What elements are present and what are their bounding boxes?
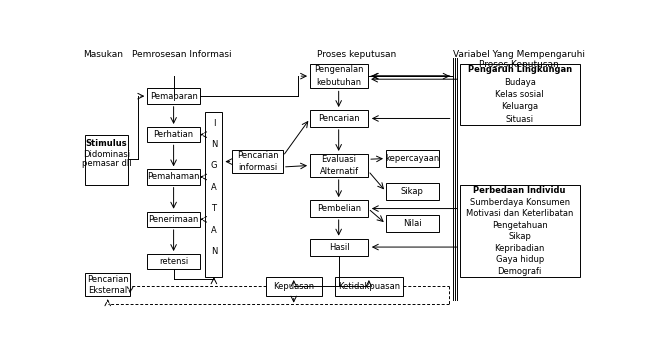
- Bar: [147, 88, 200, 104]
- Text: Pembelian: Pembelian: [317, 204, 361, 213]
- Text: Masukan: Masukan: [83, 50, 123, 59]
- Text: kepercayaan: kepercayaan: [385, 154, 439, 163]
- Bar: [386, 150, 439, 167]
- Text: Sikap: Sikap: [508, 232, 531, 241]
- Bar: [232, 150, 283, 173]
- Text: Hasil: Hasil: [329, 243, 350, 252]
- Text: Situasi: Situasi: [506, 115, 534, 124]
- Text: Pencarian: Pencarian: [318, 114, 360, 123]
- Text: Budaya: Budaya: [504, 78, 536, 87]
- Text: Motivasi dan Keterlibatan: Motivasi dan Keterlibatan: [466, 209, 574, 218]
- Text: A: A: [211, 226, 217, 235]
- Text: Pemahaman: Pemahaman: [147, 172, 200, 182]
- Bar: [85, 273, 130, 296]
- Text: Proses keputusan: Proses keputusan: [317, 50, 396, 59]
- Text: Eksternal: Eksternal: [88, 286, 128, 295]
- Text: Pemaparan: Pemaparan: [150, 92, 197, 101]
- Text: Pencarian: Pencarian: [237, 151, 279, 160]
- Text: Gaya hidup: Gaya hidup: [495, 255, 544, 264]
- Text: A: A: [211, 183, 217, 192]
- Text: N: N: [211, 140, 217, 149]
- Text: Sikap: Sikap: [401, 187, 424, 196]
- Bar: [85, 135, 128, 185]
- Text: kebutuhan: kebutuhan: [316, 78, 361, 87]
- Text: T: T: [212, 205, 216, 213]
- Bar: [266, 277, 322, 296]
- Bar: [386, 183, 439, 200]
- Text: I: I: [213, 119, 215, 127]
- Text: Pengaruh Lingkungan: Pengaruh Lingkungan: [467, 65, 572, 75]
- Bar: [460, 64, 579, 125]
- Text: Sumberdaya Konsumen: Sumberdaya Konsumen: [469, 197, 570, 207]
- Text: informasi: informasi: [238, 163, 277, 172]
- Bar: [205, 112, 223, 277]
- Bar: [147, 169, 200, 185]
- Bar: [147, 212, 200, 227]
- Text: Ketidakpuasan: Ketidakpuasan: [338, 282, 400, 291]
- Text: Keluarga: Keluarga: [501, 102, 538, 112]
- Text: Alternatif: Alternatif: [320, 167, 359, 176]
- Text: Stimulus: Stimulus: [86, 139, 128, 149]
- Bar: [335, 277, 403, 296]
- Text: Perbedaan Individu: Perbedaan Individu: [473, 186, 566, 195]
- Text: Pengetahuan: Pengetahuan: [492, 221, 547, 230]
- Bar: [310, 110, 368, 127]
- Text: Nilai: Nilai: [403, 219, 422, 228]
- Bar: [460, 185, 579, 277]
- Text: Perhatian: Perhatian: [154, 130, 193, 139]
- Bar: [310, 200, 368, 217]
- Text: Kepuasan: Kepuasan: [273, 282, 314, 291]
- Text: Demografi: Demografi: [497, 267, 542, 276]
- Bar: [386, 215, 439, 232]
- Text: Pemrosesan Informasi: Pemrosesan Informasi: [132, 50, 232, 59]
- Text: Pencarian: Pencarian: [87, 275, 128, 283]
- Text: Kepribadian: Kepribadian: [495, 244, 545, 253]
- Text: Didominasi: Didominasi: [83, 150, 130, 159]
- Bar: [310, 239, 368, 256]
- Text: Kelas sosial: Kelas sosial: [495, 90, 544, 99]
- Text: N: N: [211, 247, 217, 256]
- Text: Penerimaan: Penerimaan: [148, 215, 199, 224]
- Bar: [147, 127, 200, 142]
- Bar: [310, 64, 368, 88]
- Text: pemasar dll: pemasar dll: [82, 159, 132, 168]
- Bar: [147, 254, 200, 269]
- Text: retensi: retensi: [159, 257, 188, 266]
- Text: Variabel Yang Mempengaruhi
Proses Keputusan: Variabel Yang Mempengaruhi Proses Keputu…: [453, 50, 585, 69]
- Text: Evaluasi: Evaluasi: [322, 155, 357, 164]
- Bar: [310, 154, 368, 177]
- Text: Pengenalan: Pengenalan: [314, 65, 364, 75]
- Text: G: G: [211, 162, 217, 170]
